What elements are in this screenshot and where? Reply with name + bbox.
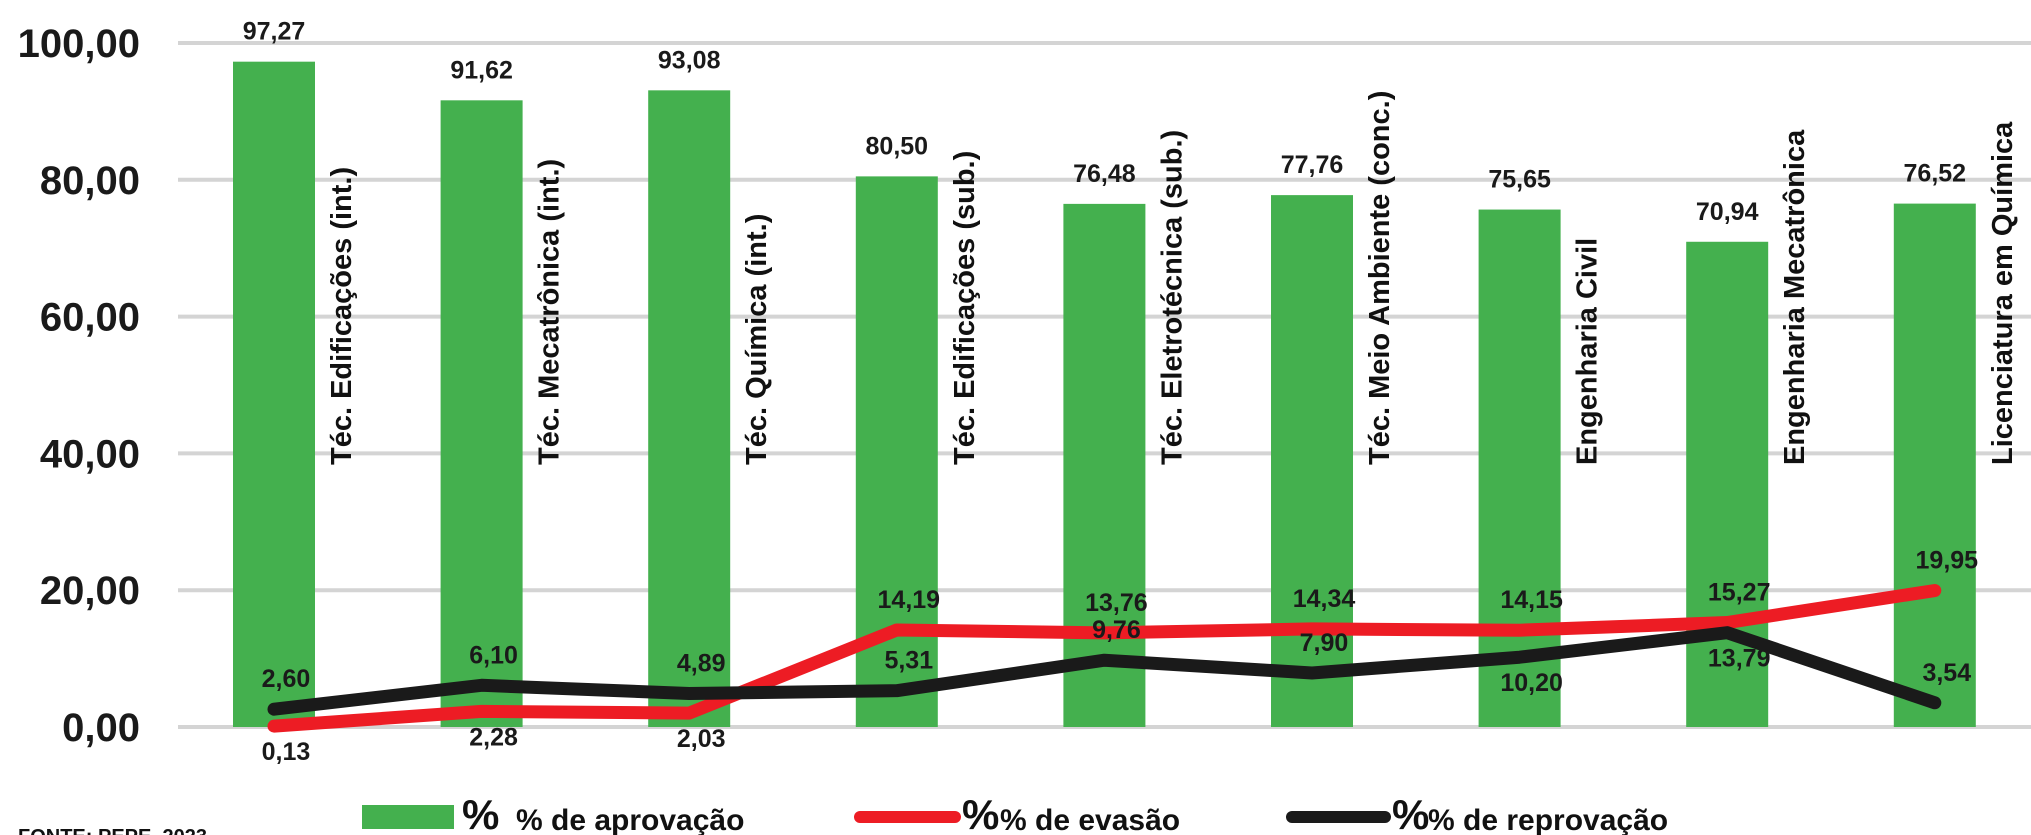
evasion-value-label: 14,34 bbox=[1293, 585, 1356, 613]
bar-value-label: 70,94 bbox=[1696, 198, 1759, 226]
bar-approval bbox=[440, 100, 523, 727]
category-label: Téc. Edificações (int.) bbox=[326, 167, 358, 465]
legend-swatch-approval bbox=[362, 805, 454, 829]
line-failure bbox=[267, 626, 1942, 716]
category-label: Téc. Eletrotécnica (sub.) bbox=[1156, 130, 1188, 465]
evasion-value-label: 2,28 bbox=[469, 723, 518, 751]
failure-value-label: 5,31 bbox=[884, 647, 933, 675]
failure-value-label: 9,76 bbox=[1092, 616, 1141, 644]
bar-value-label: 93,08 bbox=[658, 46, 721, 74]
legend-prefix-evasion: % bbox=[962, 791, 999, 835]
bar-approval bbox=[1271, 195, 1353, 728]
bar-approval bbox=[233, 61, 315, 727]
legend-prefix-failure: % bbox=[1392, 791, 1429, 835]
legend-prefix-approval: % bbox=[462, 791, 499, 835]
evasion-value-label: 2,03 bbox=[677, 725, 726, 753]
category-label: Licenciatura em Química bbox=[1987, 121, 2019, 465]
bar-approval bbox=[648, 90, 731, 727]
legend-label-failure: % de reprovação bbox=[1428, 804, 1668, 835]
failure-value-label: 13,79 bbox=[1708, 645, 1771, 673]
y-tick-label: 0,00 bbox=[62, 706, 140, 750]
line-value-labels: 0,13 2,28 2,03 14,19 13,76 14,34 14,15 15,27 19,… bbox=[262, 547, 1979, 767]
category-label: Téc. Química (int.) bbox=[741, 214, 773, 465]
evasion-value-label: 14,15 bbox=[1500, 586, 1563, 614]
line-series bbox=[267, 584, 1942, 733]
category-label: Téc. Mecatrônica (int.) bbox=[534, 159, 566, 465]
y-tick-label: 60,00 bbox=[40, 296, 140, 340]
failure-value-label: 6,10 bbox=[469, 641, 518, 669]
bar-approval bbox=[1893, 203, 1976, 727]
bar-value-label: 80,50 bbox=[866, 132, 929, 160]
bar-value-label: 76,52 bbox=[1904, 160, 1967, 188]
evasion-value-label: 0,13 bbox=[262, 738, 311, 766]
failure-value-label: 7,90 bbox=[1300, 629, 1349, 657]
bar-value-label: 97,27 bbox=[243, 18, 306, 46]
legend-label-evasion: % de evasão bbox=[1000, 804, 1180, 835]
bar-value-label: 76,48 bbox=[1073, 160, 1136, 188]
failure-value-label: 4,89 bbox=[677, 650, 726, 678]
bar-approval bbox=[1478, 209, 1561, 727]
y-tick-label: 40,00 bbox=[40, 432, 140, 476]
y-axis-ticks: 0,00 20,00 40,00 60,00 80,00 100,00 bbox=[18, 22, 140, 750]
category-labels: Téc. Edificações (int.) Téc. Mecatrônica … bbox=[326, 91, 2019, 465]
failure-value-label: 3,54 bbox=[1922, 659, 1971, 687]
y-tick-label: 100,00 bbox=[18, 22, 140, 66]
category-label: Téc. Edificações (sub.) bbox=[949, 151, 981, 465]
category-label: Engenharia Mecatrônica bbox=[1779, 129, 1811, 465]
y-tick-label: 20,00 bbox=[40, 569, 140, 613]
approval-bars bbox=[233, 61, 1976, 728]
legend: % % de aprovação % % de evasão % % de re… bbox=[362, 791, 1668, 835]
bar-value-label: 77,76 bbox=[1281, 151, 1344, 179]
failure-value-label: 2,60 bbox=[262, 665, 311, 693]
failure-value-label: 10,20 bbox=[1500, 669, 1563, 697]
evasion-value-label: 13,76 bbox=[1085, 589, 1148, 617]
category-label: Téc. Meio Ambiente (conc.) bbox=[1364, 91, 1396, 465]
bar-approval bbox=[1063, 203, 1146, 727]
evasion-value-label: 15,27 bbox=[1708, 579, 1771, 607]
source-note: FONTE: PEPE, 2023 bbox=[18, 826, 207, 835]
line-evasion bbox=[267, 584, 1942, 733]
bar-value-label: 75,65 bbox=[1488, 166, 1551, 194]
evasion-value-label: 14,19 bbox=[878, 586, 941, 614]
evasion-value-label: 19,95 bbox=[1916, 547, 1979, 575]
bar-value-label: 91,62 bbox=[450, 56, 513, 84]
bar-value-labels: 97,27 91,62 93,08 80,50 76,48 77,76 75,65 70,94… bbox=[243, 18, 1966, 226]
y-tick-label: 80,00 bbox=[40, 159, 140, 203]
category-label: Engenharia Civil bbox=[1572, 238, 1604, 465]
legend-label-approval: % de aprovação bbox=[516, 804, 744, 835]
